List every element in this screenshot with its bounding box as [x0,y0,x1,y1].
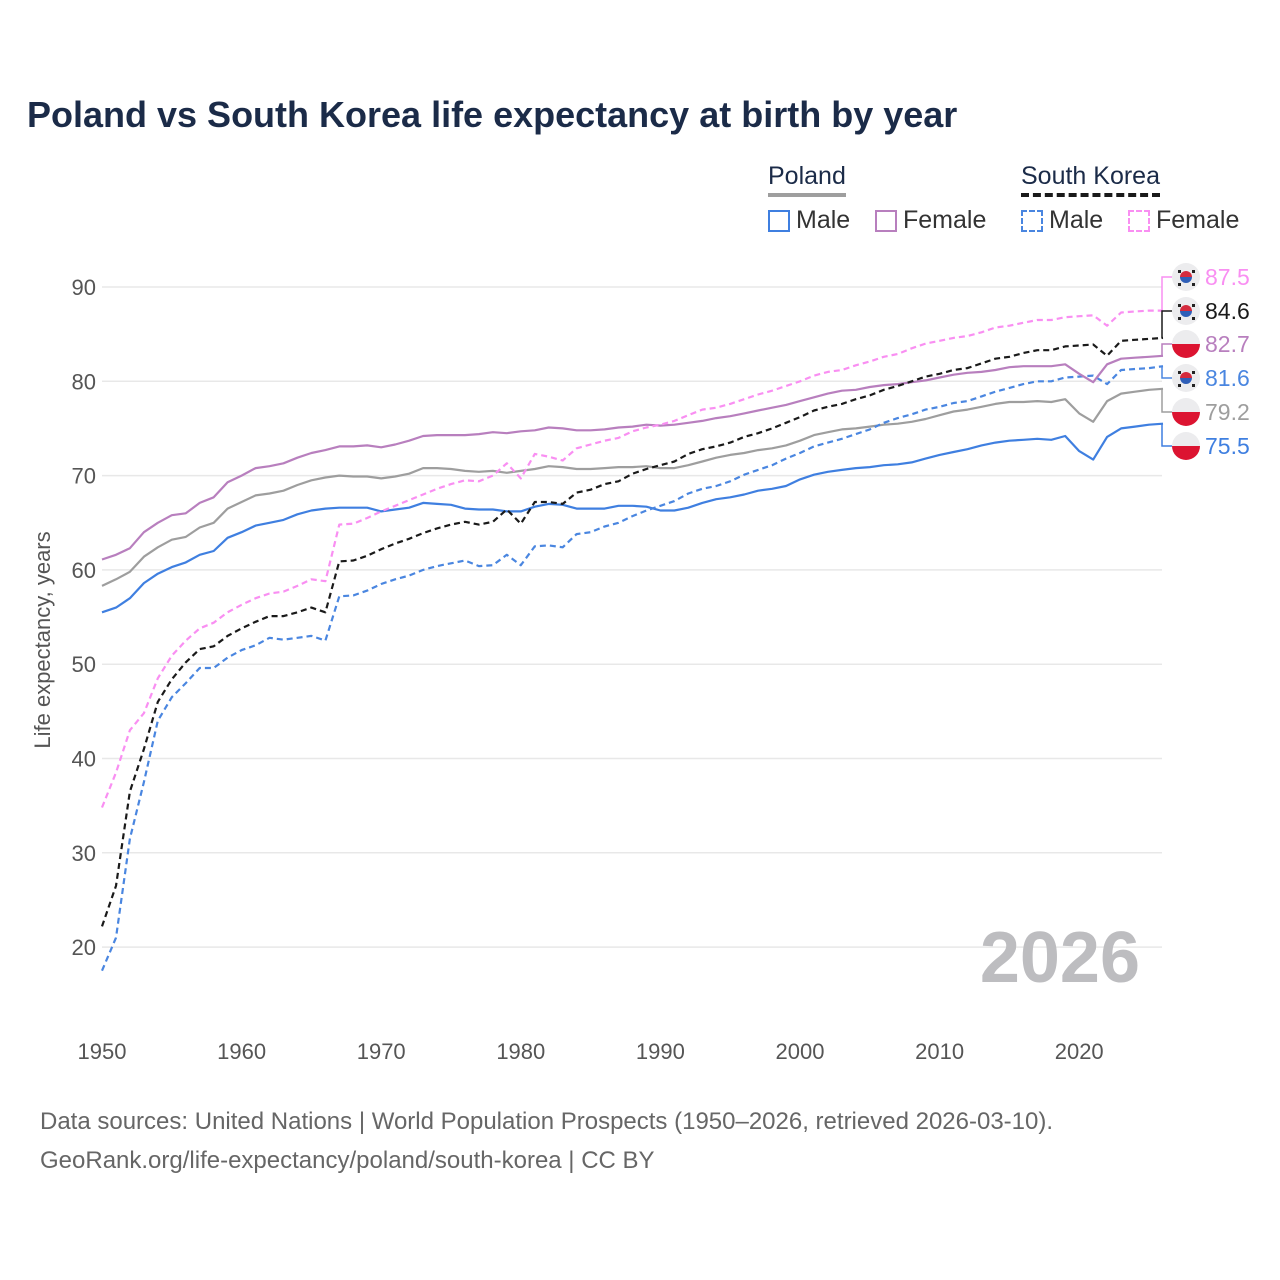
legend-label: Male [796,206,851,234]
y-axis-label: Life expectancy, years [30,531,55,748]
legend-label: Female [1156,206,1240,234]
legend-label: Female [903,206,987,234]
series-line-south-korea-female [100,309,1163,808]
y-tick-label: 80 [72,369,96,394]
poland-flag-icon [1172,432,1200,460]
legend-swatch [1021,209,1043,232]
x-tick-label: 2010 [915,1039,964,1064]
series-line-poland-female [101,354,1164,561]
y-tick-label: 90 [72,275,96,300]
poland-flag-icon [1172,330,1200,358]
end-value-label: 81.6 [1205,365,1250,391]
end-value-label: 82.7 [1205,331,1250,357]
legend-poland-female[interactable]: Female [875,206,986,235]
x-tick-label: 1980 [496,1039,545,1064]
y-tick-label: 30 [72,841,96,866]
y-tick-label: 70 [72,464,96,489]
legend-poland-male[interactable]: Male [768,206,850,235]
legend-south-korea-female[interactable]: Female [1128,206,1239,235]
label-connector [1161,276,1172,312]
year-watermark: 2026 [980,918,1140,998]
legend-swatch [1128,209,1150,232]
label-connector [1161,388,1172,413]
series-line-south-korea [100,336,1164,927]
x-tick-label: 2000 [776,1039,825,1064]
series-line-poland-male [101,422,1164,614]
label-connector [1161,422,1172,447]
legend-swatch [875,209,897,232]
end-value-label: 79.2 [1205,399,1250,425]
legend-label: Male [1049,206,1104,234]
footer-sources: Data sources: United Nations | World Pop… [40,1108,1054,1135]
label-connector [1161,365,1172,379]
legend-south-korea-male[interactable]: Male [1021,206,1103,235]
y-tick-label: 20 [72,935,96,960]
label-connector [1161,343,1172,357]
footer-link[interactable]: GeoRank.org/life-expectancy/poland/south… [40,1147,655,1174]
end-value-label: 75.5 [1205,433,1250,459]
legend-group-south-korea: South Korea [1021,162,1160,197]
south-korea-flag-icon [1172,297,1200,325]
south-korea-flag-icon [1172,364,1200,392]
series-line-poland [101,387,1164,587]
x-tick-label: 1990 [636,1039,685,1064]
series-line-south-korea-male [100,365,1164,972]
y-tick-label: 50 [72,652,96,677]
end-value-label: 87.5 [1205,264,1250,290]
south-korea-flag-icon [1172,263,1200,291]
end-value-label: 84.6 [1205,298,1250,324]
line-chart: 20 30 40 50 60 70 80 90 1950 1960 1970 1980 1990 2000… [30,263,1250,1064]
legend-group-poland: Poland [768,162,846,197]
chart-title: Poland vs South Korea life expectancy at… [27,94,958,135]
legend-swatch [768,209,790,232]
x-tick-label: 1960 [217,1039,266,1064]
poland-flag-icon [1172,398,1200,426]
x-tick-label: 2020 [1055,1039,1104,1064]
y-tick-label: 60 [72,558,96,583]
y-tick-label: 40 [72,747,96,772]
x-tick-label: 1950 [78,1039,127,1064]
x-tick-label: 1970 [357,1039,406,1064]
label-connector [1161,310,1172,339]
